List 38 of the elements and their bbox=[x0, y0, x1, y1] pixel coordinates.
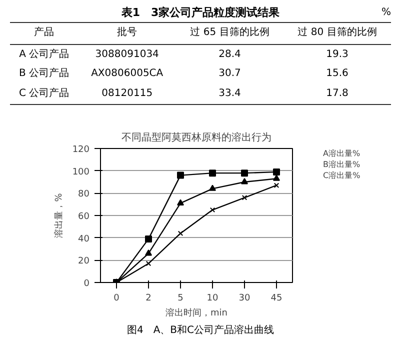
text: C溶出量% bbox=[323, 170, 360, 181]
text: 过 65 目筛的比例 bbox=[189, 26, 270, 40]
text: 08120115 bbox=[100, 87, 154, 102]
text: 过 80 目筛的比例 bbox=[296, 26, 378, 40]
y-axis-title: 溶出量，% bbox=[53, 192, 64, 238]
text: C 公司产品 bbox=[18, 86, 70, 102]
text: AX0806005CA bbox=[90, 67, 164, 82]
text: 表1 3家公司产品粒度测试结果 bbox=[121, 6, 280, 19]
y-tick-label: 20 bbox=[78, 256, 90, 267]
caption: 图4 A、B和C公司产品溶出曲线 bbox=[126, 324, 276, 338]
y-tick-label: 40 bbox=[78, 234, 90, 244]
text: B 公司产品 bbox=[18, 66, 70, 82]
text: 批号 bbox=[116, 26, 138, 40]
x-tick-label: 5 bbox=[178, 294, 184, 304]
y-tick-label: 80 bbox=[78, 190, 90, 200]
text: A 公司产品 bbox=[18, 48, 70, 62]
text: 19.3 bbox=[325, 48, 350, 62]
x-tick-label: 10 bbox=[206, 294, 218, 304]
x-tick-label: 45 bbox=[270, 294, 282, 304]
text: % bbox=[381, 6, 391, 20]
text: 28.4 bbox=[218, 48, 242, 62]
text: B溶出量% bbox=[323, 159, 360, 170]
text: 产品 bbox=[33, 26, 56, 40]
text: 3088091034 bbox=[94, 48, 160, 62]
chart-title: 不同晶型阿莫西林原料的溶出行为 bbox=[122, 132, 272, 144]
text: 17.8 bbox=[325, 87, 350, 102]
x-tick-label: 2 bbox=[146, 294, 152, 304]
y-tick-label: 0 bbox=[84, 279, 90, 289]
y-tick-label: 120 bbox=[72, 145, 90, 155]
y-tick-label: 60 bbox=[78, 212, 90, 222]
y-tick-label: 100 bbox=[72, 167, 90, 178]
x-axis-title: 溶出时间，min bbox=[166, 308, 228, 318]
text: 30.7 bbox=[218, 67, 242, 82]
text: 15.6 bbox=[325, 67, 350, 82]
text: A溶出量% bbox=[323, 148, 360, 159]
x-tick-label: 0 bbox=[114, 294, 120, 304]
x-tick-label: 30 bbox=[238, 294, 250, 304]
text: 33.4 bbox=[218, 87, 242, 102]
